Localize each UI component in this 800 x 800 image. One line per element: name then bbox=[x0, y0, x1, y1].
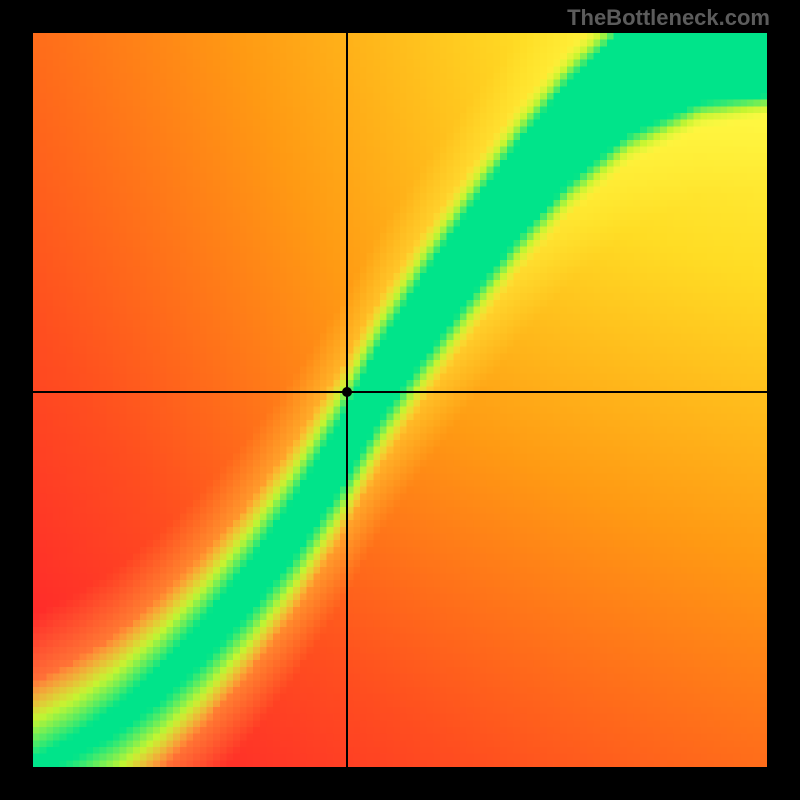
bottleneck-heatmap bbox=[33, 33, 767, 767]
crosshair-vertical bbox=[346, 33, 348, 767]
crosshair-horizontal bbox=[33, 391, 767, 393]
watermark-text: TheBottleneck.com bbox=[567, 5, 770, 31]
crosshair-dot bbox=[342, 387, 352, 397]
